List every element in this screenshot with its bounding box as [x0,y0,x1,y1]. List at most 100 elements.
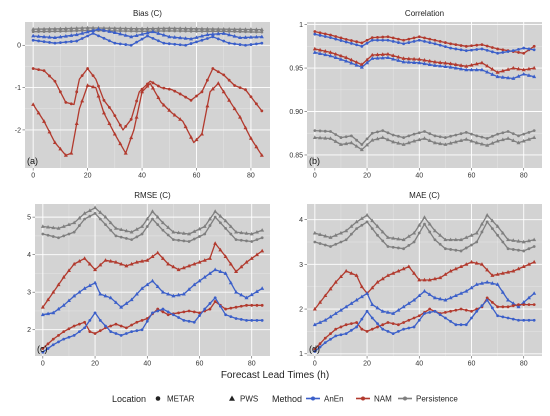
panel-4-series-persistence-metar-point [407,243,411,247]
panel-3-series-persistence-metar-point [145,225,149,228]
legend-method-title: Method [272,394,302,404]
panel-2-series-persistence-pws-point [448,141,453,145]
panel-2-series-anen-pws-point [453,65,458,70]
panel-2-series-nam-pws-point [448,61,453,66]
panel-1-series-nam-pws-point [129,135,134,140]
panel-2-series-nam-pws-point [401,56,406,60]
panel-1-series-persistence-pws-point [178,26,183,30]
panel-2-series-persistence-metar-point [433,134,437,138]
panel-2-series-anen-metar-point [428,41,432,44]
panel-4-series-nam-pws-point [328,286,333,291]
panel-2-y-tick-label: 0.85 [289,152,303,159]
panel-4-series-anen-pws-point [459,291,464,295]
panel-3-series-nam-metar-point [62,330,66,334]
panel-1-series-nam-metar-point [184,95,188,99]
panel-1-series-anen-pws-point [156,31,161,35]
panel-3-series-anen-metar-point [124,332,128,335]
panel-3-series-anen-metar-point [46,347,50,350]
panel-3-series-nam-metar-point [198,311,201,315]
panel-1-series-anen-metar-point [233,42,237,46]
panel-1-series-persistence-pws-point [118,26,123,30]
panel-4-series-persistence-pws-point [495,224,500,228]
panel-3-series-anen-pws-point [239,292,244,297]
panel-3-x-tick-label: 0 [41,361,45,368]
panel-1-series-nam-metar-point [80,74,84,78]
panel-1-series-anen-metar-point [135,40,139,44]
panel-1-series-persistence-pws-point [238,27,243,31]
panel-3-series-nam-metar-point [83,320,87,324]
panel-1-series-persistence-pws-point [227,27,232,31]
panel-4-title: MAE (C) [409,191,440,200]
panel-1-series-nam-metar-point [58,90,62,94]
panel-4-series-anen-metar-point [475,309,479,313]
panel-2-series-anen-metar-point [402,42,406,46]
panel-3-series-persistence-metar-point [93,211,97,215]
panel-2-series-nam-metar-point [470,44,473,48]
panel-3-series-anen-pws-point [140,286,145,290]
panel-4-series-persistence-pws-point [349,224,354,228]
panel-1-series-nam-metar-point [151,81,155,85]
panel-2-series-persistence-metar-point [376,130,379,134]
panel-2-series-nam-pws-point [354,60,359,64]
panel-1-series-nam-metar-point [102,98,106,102]
panel-2-series-persistence-metar-point [360,143,364,146]
panel-2-series-nam-metar-point [454,43,458,46]
panel-4-series-persistence-pws-point [406,234,411,238]
panel-4-series-anen-pws-point [391,311,396,315]
panel-3-series-nam-pws-point [77,259,82,263]
panel-4-series-anen-pws-point [333,311,338,315]
panel-4-series-persistence-metar-point [501,240,505,244]
panel-3-series-persistence-metar-point [177,238,181,242]
panel-1-series-persistence-metar-point [80,29,84,33]
panel-1-series-nam-pws-point [58,146,63,151]
panel-2-series-anen-metar-point [433,42,437,46]
panel-1-series-anen-metar-point [254,42,258,46]
panel-2-series-nam-pws-point [344,55,349,60]
panel-3-series-anen-metar-point [119,333,123,337]
panel-3-series-persistence-metar-point [83,217,87,221]
panel-4-series-persistence-metar-point [365,220,369,224]
panel-1-series-persistence-pws-point [91,25,96,30]
panel-2-series-nam-metar-point [475,43,479,47]
panel-2-series-persistence-pws-point [406,140,411,145]
panel-1-series-nam-metar-point [156,84,160,88]
panel-1-series-persistence-pws-point [69,26,74,30]
panel-4-series-anen-pws-point [453,293,458,298]
panel-1-series-nam-metar-point [118,123,122,127]
panel-2-series-persistence-pws-point [380,135,385,139]
panel-2-series-nam-pws-point [380,52,385,56]
panel-2-series-persistence-metar-point [391,133,395,137]
panel-4-series-persistence-metar-point [329,245,332,248]
panel-3-series-nam-metar-point [93,332,97,335]
panel-1-series-nam-pws-point [156,95,161,100]
panel-3-series-persistence-pws-point [260,228,265,232]
panel-4-series-nam-metar-point [376,325,379,329]
panel-4-series-anen-metar-point [344,332,348,336]
panel-1-series-anen-metar-point [195,40,198,44]
panel-4-series-persistence-metar-point [339,240,343,244]
panel-3-series-anen-metar-point [109,330,113,334]
panel-4-series-persistence-metar-point [506,247,510,251]
panel-3-series-persistence-pws-point [66,222,71,227]
panel-2-series-persistence-metar-point [417,131,421,135]
panel-1-series-persistence-pws-point [189,26,194,31]
panel-1-series-persistence-pws-point [85,25,90,30]
panel-2-series-nam-pws-point [312,46,317,51]
panel-4-series-anen-pws-point [380,309,385,313]
panel-1-series-nam-metar-point [260,109,264,113]
panel-2-series-nam-pws-point [391,53,396,58]
panel-1-series-anen-pws-point [216,31,221,36]
panel-1-series-persistence-pws-point [205,26,210,31]
panel-2-series-nam-metar-point [407,37,411,41]
panel-3-series-anen-metar-point [156,309,160,313]
panel-1-series-anen-pws-point [118,31,123,36]
panel-3-series-anen-metar-point [218,304,222,308]
panel-2-series-nam-metar [313,30,536,55]
panel-3-series-persistence-pws-point [145,216,150,221]
panel-2-series-anen-pws-point [312,50,317,54]
panel-2-series-persistence-pws-point [485,143,490,147]
panel-4-series-anen-pws-point [349,301,354,305]
panel-2-series-anen-pws-point [359,64,364,69]
panel-1-series-persistence-pws-point [112,26,117,30]
panel-4-series-nam-pws-point [474,261,479,265]
